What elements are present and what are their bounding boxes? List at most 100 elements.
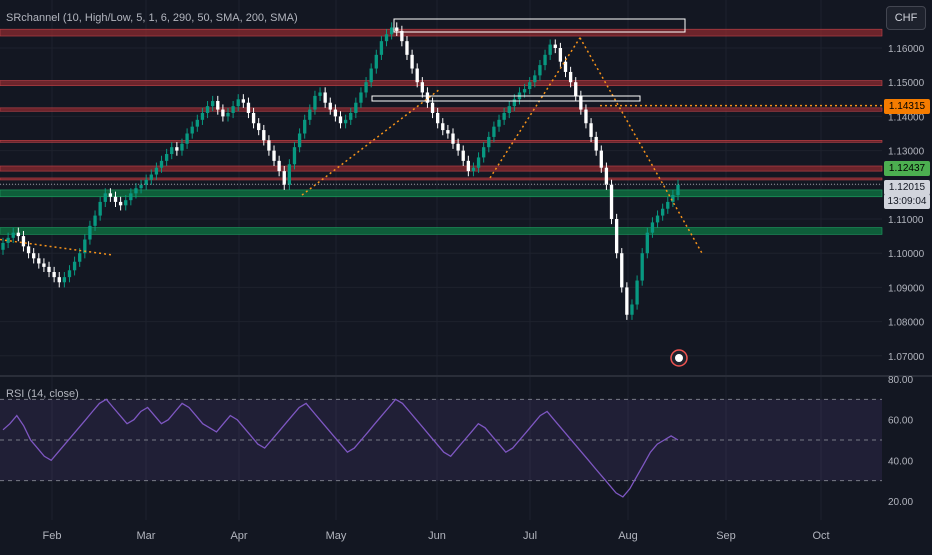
candle-body bbox=[282, 171, 286, 185]
candle-body bbox=[435, 112, 440, 124]
candle-body bbox=[482, 147, 486, 158]
candle-body bbox=[37, 258, 41, 264]
level-price-tag: 1.14315 bbox=[884, 99, 930, 114]
currency-button[interactable]: CHF bbox=[886, 6, 926, 30]
highlight-box bbox=[393, 18, 686, 33]
time-axis-label: Sep bbox=[716, 530, 736, 542]
countdown-tag: 13:09:04 bbox=[884, 194, 930, 209]
candle-body bbox=[614, 219, 619, 254]
rsi-line bbox=[2, 398, 679, 498]
candle-body bbox=[26, 246, 31, 254]
candle-body bbox=[655, 215, 660, 223]
candle-body bbox=[635, 280, 639, 305]
candle-body bbox=[134, 188, 138, 194]
candle-body bbox=[338, 116, 343, 124]
price-axis-label: 1.08000 bbox=[888, 318, 925, 329]
candle-body bbox=[297, 133, 302, 148]
candle-body bbox=[620, 253, 624, 288]
resistance-zone bbox=[0, 177, 883, 181]
candle-body bbox=[589, 123, 593, 137]
price-axis-label: 1.09000 bbox=[888, 283, 925, 294]
candle-body bbox=[359, 92, 363, 103]
candle-body bbox=[528, 82, 532, 90]
candle-body bbox=[57, 277, 61, 283]
candle-body bbox=[492, 126, 496, 137]
candle-body bbox=[113, 196, 118, 202]
rsi-label[interactable]: RSI (14, close) bbox=[6, 388, 79, 400]
candle-body bbox=[389, 27, 394, 35]
candle-body bbox=[349, 112, 353, 120]
candle-body bbox=[154, 167, 159, 175]
candle-body bbox=[175, 147, 179, 151]
candle-body bbox=[164, 154, 169, 161]
time-axis-label: Jul bbox=[523, 530, 537, 542]
time-axis-label: Apr bbox=[230, 530, 247, 542]
candle-body bbox=[395, 27, 399, 31]
candle-body bbox=[630, 304, 634, 315]
candle-body bbox=[292, 147, 297, 165]
candle-body bbox=[625, 287, 629, 315]
candle-body bbox=[666, 201, 670, 209]
candle-body bbox=[262, 130, 266, 141]
candle-body bbox=[257, 123, 261, 131]
trend-line bbox=[579, 37, 703, 254]
candle-body bbox=[241, 99, 246, 103]
price-axis-label: 1.07000 bbox=[888, 352, 925, 363]
trend-line bbox=[301, 88, 441, 196]
candle-body bbox=[200, 112, 205, 120]
candle-body bbox=[124, 200, 128, 206]
candle-body bbox=[369, 68, 373, 83]
candle-body bbox=[354, 102, 358, 113]
candle-body bbox=[446, 130, 450, 134]
candle-body bbox=[430, 102, 435, 113]
candle-body bbox=[210, 101, 215, 107]
candle-body bbox=[333, 109, 338, 117]
candle-body bbox=[609, 184, 614, 219]
candle-body bbox=[236, 99, 240, 107]
highlight-box bbox=[371, 95, 641, 102]
candle-body bbox=[272, 150, 276, 161]
candle-body bbox=[47, 266, 51, 273]
candle-body bbox=[410, 54, 414, 69]
time-axis-label: Feb bbox=[43, 530, 62, 542]
rsi-axis-label: 20.00 bbox=[888, 497, 913, 508]
candle-body bbox=[52, 272, 56, 278]
resistance-zone bbox=[0, 80, 883, 86]
candle-body bbox=[83, 239, 87, 254]
price-axis-label: 1.11000 bbox=[888, 215, 924, 226]
candle-body bbox=[405, 41, 409, 55]
price-axis-label: 1.14000 bbox=[888, 112, 925, 123]
candle-body bbox=[400, 30, 404, 42]
candle-body bbox=[374, 54, 378, 69]
indicator-label[interactable]: SRchannel (10, High/Low, 5, 1, 6, 290, 5… bbox=[6, 12, 298, 24]
candle-body bbox=[671, 195, 675, 202]
candle-body bbox=[568, 71, 573, 83]
candle-body bbox=[277, 160, 281, 172]
candle-body bbox=[487, 136, 491, 148]
candle-body bbox=[384, 34, 389, 42]
candle-body bbox=[466, 160, 471, 172]
candle-body bbox=[93, 215, 97, 226]
candle-body bbox=[645, 232, 649, 254]
resistance-zone bbox=[0, 28, 883, 37]
candle-body bbox=[42, 263, 46, 267]
flag-icon bbox=[675, 354, 683, 362]
candle-body bbox=[420, 82, 424, 93]
price-axis-label: 1.13000 bbox=[888, 147, 925, 158]
candle-body bbox=[563, 61, 568, 72]
rsi-axis-label: 80.00 bbox=[888, 375, 913, 386]
candle-body bbox=[471, 167, 476, 172]
candle-body bbox=[323, 92, 327, 103]
time-axis-label: Jun bbox=[428, 530, 446, 542]
time-axis-label: May bbox=[326, 530, 347, 542]
candle-body bbox=[226, 112, 230, 117]
candle-body bbox=[640, 253, 644, 281]
candle-body bbox=[16, 232, 21, 237]
candle-body bbox=[522, 89, 527, 93]
candle-body bbox=[78, 253, 82, 262]
candle-body bbox=[676, 184, 680, 196]
candle-body bbox=[558, 48, 563, 62]
candle-body bbox=[441, 123, 445, 131]
